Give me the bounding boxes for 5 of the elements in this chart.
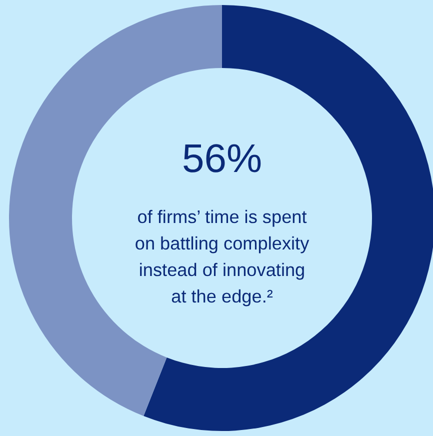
text: instead of innovating — [138, 260, 306, 280]
text: of firms’ time is spent — [137, 207, 307, 227]
data-label: 56% — [182, 137, 262, 181]
text: on battling complexity — [134, 234, 310, 254]
text: at the edge.² — [171, 286, 273, 306]
